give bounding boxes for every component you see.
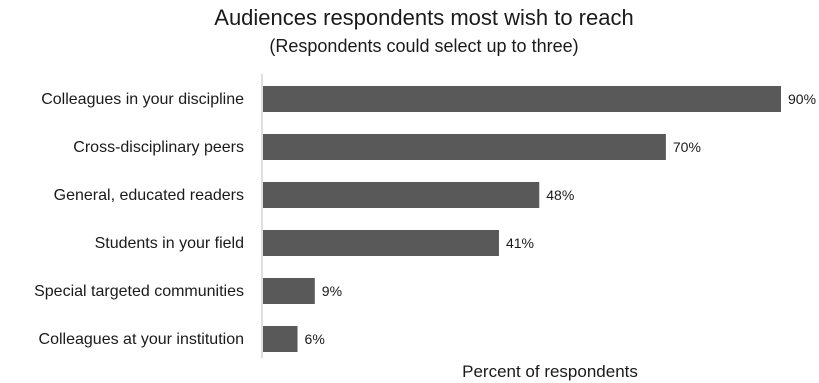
bar [263, 182, 540, 208]
data-label: 70% [673, 139, 701, 155]
x-axis-label: Percent of respondents [462, 362, 638, 381]
category-label: Special targeted communities [34, 283, 244, 300]
data-label: 41% [506, 235, 534, 251]
category-label: Colleagues at your institution [39, 331, 244, 348]
data-label: 6% [305, 331, 325, 347]
data-label: 48% [546, 187, 574, 203]
bars-group: Colleagues in your discipline 90% Cross-di… [34, 86, 816, 352]
bar [263, 326, 298, 352]
data-label: 90% [788, 91, 816, 107]
bar [263, 230, 499, 256]
category-label: Cross-disciplinary peers [73, 139, 244, 156]
bar [263, 134, 666, 160]
category-label: Students in your field [95, 235, 244, 252]
data-label: 9% [322, 283, 342, 299]
category-label: Colleagues in your discipline [41, 91, 244, 108]
bar [263, 86, 781, 112]
bar [263, 278, 315, 304]
chart-title: Audiences respondents most wish to reach [214, 5, 633, 30]
chart-subtitle: (Respondents could select up to three) [269, 36, 578, 56]
category-label: General, educated readers [54, 187, 244, 204]
